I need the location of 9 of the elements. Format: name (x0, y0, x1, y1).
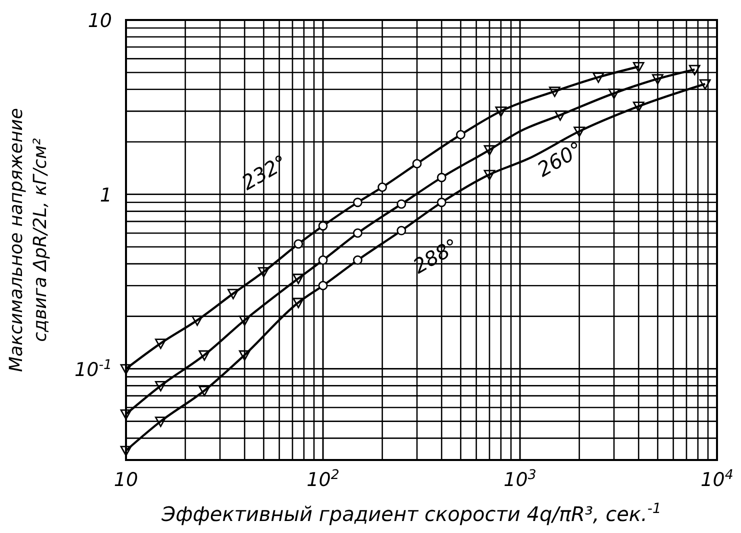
x-tick-label: 10$^{4}$ (700, 468, 734, 491)
y-tick-label: 1 (100, 184, 112, 206)
x-tick-label: 10$^{2}$ (306, 468, 340, 491)
x-tick-label: 10$^{3}$ (504, 468, 536, 491)
x-axis-title: Эффективный градиент скорости 4q/πR³, сек.$^{-1}$ (160, 501, 662, 526)
y-tick-label: 10 (88, 10, 112, 32)
y-axis-title: Максимальное напряжение сдвига ΔpR/2L, кГ/см² (6, 108, 51, 372)
y-tick-label: 10$^{-1}$ (74, 357, 112, 381)
x-tick-label: 10 (114, 469, 138, 491)
